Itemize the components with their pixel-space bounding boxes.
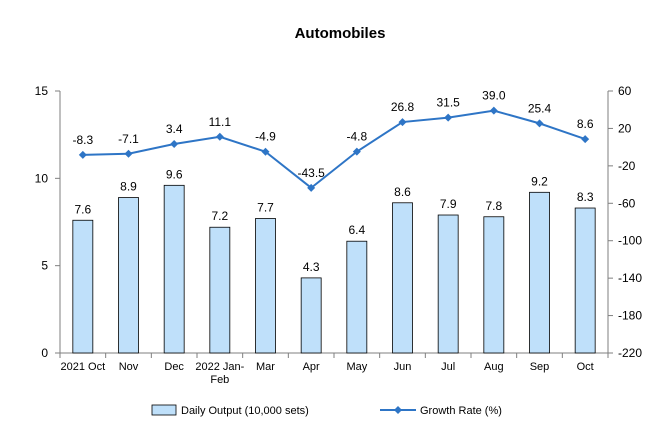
chart-title: Automobiles xyxy=(295,25,386,42)
y-left-tick-label: 15 xyxy=(35,84,49,98)
legend-label-bar: Daily Output (10,000 sets) xyxy=(181,405,309,417)
x-category-label: May xyxy=(346,361,367,373)
bar xyxy=(483,216,505,354)
y-left-tick-label: 5 xyxy=(41,259,48,273)
x-category-label: Mar xyxy=(256,361,275,373)
bar-value-label: 4.3 xyxy=(303,260,320,274)
bar-value-label: 8.6 xyxy=(394,185,411,199)
bars xyxy=(72,184,596,354)
growth-value-label: 31.5 xyxy=(436,96,460,110)
x-category-label: Jun xyxy=(394,361,412,373)
growth-point xyxy=(215,132,224,141)
bar-value-label: 6.4 xyxy=(348,223,365,237)
growth-value-label: 25.4 xyxy=(528,101,552,115)
bar-value-label: 9.2 xyxy=(531,174,548,188)
y-right-tick-label: -60 xyxy=(618,196,636,210)
legend-label-line: Growth Rate (%) xyxy=(420,405,502,417)
bar-value-label: 9.6 xyxy=(166,167,183,181)
bar-value-label: 8.9 xyxy=(120,180,137,194)
growth-value-label: -7.1 xyxy=(118,132,139,146)
growth-point xyxy=(535,119,544,128)
bar xyxy=(574,207,596,354)
growth-polyline xyxy=(82,109,586,190)
growth-value-label: -4.9 xyxy=(255,130,276,144)
x-category-label: 2022 Jan-Feb xyxy=(195,361,244,386)
line-labels: -8.3 -7.1 3.4 11.1 -4.9 -43.5 -4.8 26.8 31.5 39.0… xyxy=(72,89,593,180)
growth-point xyxy=(170,139,179,148)
axes: 0 5 10 15 -220 -180 -140 -100 -60 -20 20 60 xyxy=(35,84,643,360)
x-category-label: 2021 Oct xyxy=(61,361,106,373)
growth-point xyxy=(124,149,133,158)
bar-value-label: 7.6 xyxy=(74,202,91,216)
x-category-label: Jul xyxy=(441,361,455,373)
y-left-tick-label: 10 xyxy=(35,171,49,185)
growth-value-label: 39.0 xyxy=(482,89,506,103)
bar-value-label: 7.2 xyxy=(211,209,228,223)
growth-value-label: 26.8 xyxy=(391,100,415,114)
y-left-tick-label: 0 xyxy=(41,346,48,360)
bar xyxy=(72,219,94,354)
x-category-label: Apr xyxy=(303,361,320,373)
bar-value-label: 8.3 xyxy=(577,190,594,204)
growth-point xyxy=(261,147,270,156)
growth-point xyxy=(352,147,361,156)
bar xyxy=(392,202,413,354)
growth-value-label: -4.8 xyxy=(346,130,367,144)
growth-point xyxy=(78,150,87,159)
legend: Daily Output (10,000 sets) Growth Rate (… xyxy=(151,404,502,417)
y-right-tick-label: 20 xyxy=(618,121,632,135)
bar-value-label: 7.9 xyxy=(440,197,457,211)
y-right-tick-label: -220 xyxy=(618,346,642,360)
growth-point xyxy=(444,113,453,122)
y-right-tick-label: -140 xyxy=(618,271,642,285)
bar xyxy=(437,214,459,354)
bar xyxy=(118,197,139,354)
x-category-label: Dec xyxy=(164,361,184,373)
y-right-tick-label: -20 xyxy=(618,159,636,173)
legend-swatch-bar xyxy=(151,404,177,416)
growth-point xyxy=(398,118,407,127)
bar xyxy=(346,240,368,354)
legend-marker xyxy=(394,406,402,414)
x-category-label: Nov xyxy=(119,361,139,373)
growth-point xyxy=(307,183,316,192)
x-category-label: Aug xyxy=(484,361,504,373)
growth-value-label: -43.5 xyxy=(297,166,325,180)
bar-value-label: 7.8 xyxy=(485,199,502,213)
bar-labels: 7.6 8.9 9.6 7.2 7.7 4.3 6.4 8.6 7.9 7.8 9.2 8.3 xyxy=(74,167,593,274)
bar xyxy=(209,226,231,354)
growth-value-label: -8.3 xyxy=(72,133,93,147)
y-right-tick-label: -100 xyxy=(618,234,642,248)
bar xyxy=(255,218,276,354)
bar xyxy=(300,277,322,354)
growth-point xyxy=(581,135,590,144)
x-category-label: Oct xyxy=(577,361,594,373)
category-labels: 2021 Oct Nov Dec 2022 Jan-Feb Mar Apr May Jun Ju… xyxy=(61,361,594,386)
growth-value-label: 11.1 xyxy=(209,115,232,129)
x-category-label: Sep xyxy=(530,361,550,373)
bar xyxy=(163,184,185,354)
bar-value-label: 7.7 xyxy=(257,201,274,215)
growth-line xyxy=(78,106,590,192)
growth-value-label: 3.4 xyxy=(166,122,183,136)
growth-point xyxy=(489,106,498,115)
y-right-tick-label: 60 xyxy=(618,84,632,98)
growth-value-label: 8.6 xyxy=(577,117,594,131)
bar xyxy=(529,191,550,354)
y-right-tick-label: -180 xyxy=(618,309,642,323)
